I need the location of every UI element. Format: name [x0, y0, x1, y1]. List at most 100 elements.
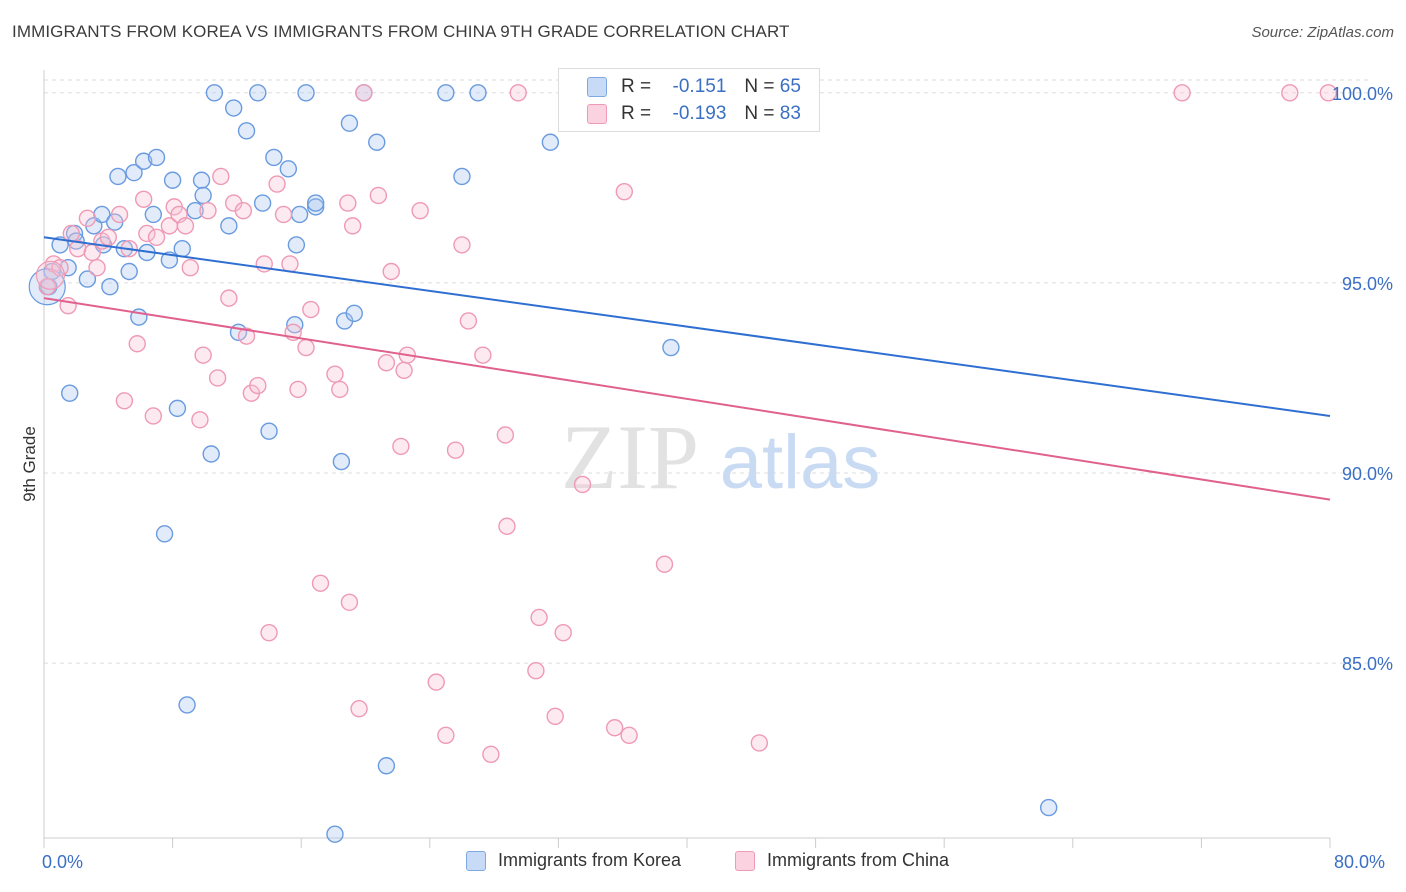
china-point: [128, 335, 146, 353]
china-point: [88, 259, 106, 277]
china-point: [199, 201, 217, 220]
china-point: [138, 224, 156, 243]
legend-china-label: Immigrants from China: [767, 850, 950, 870]
china-n-label: N =: [744, 103, 775, 124]
korea-trendline: [43, 236, 1331, 417]
china-point: [615, 182, 634, 201]
y-tick-label: 95.0%: [1342, 274, 1393, 294]
y-tick-label: 90.0%: [1342, 464, 1393, 484]
korea-point: [297, 84, 315, 102]
china-point: [453, 236, 471, 254]
x-axis-max-label: 80.0%: [1334, 852, 1386, 872]
china-point: [339, 194, 357, 212]
korea-point: [163, 171, 182, 189]
korea-point: [202, 445, 220, 463]
legend: Immigrants from Korea Immigrants from Ch…: [0, 850, 1406, 878]
korea-point: [173, 239, 191, 258]
korea-point: [260, 422, 278, 440]
y-axis-label: 9th Grade: [20, 426, 39, 502]
china-point: [297, 338, 315, 357]
china-point: [482, 745, 500, 764]
korea-n-value: 65: [779, 76, 801, 97]
y-tick-label: 85.0%: [1342, 654, 1393, 674]
watermark-zip: ZIP: [561, 406, 699, 508]
korea-point: [120, 262, 138, 281]
legend-item-korea[interactable]: Immigrants from Korea: [466, 850, 681, 871]
china-point: [281, 255, 299, 273]
china-point: [459, 312, 478, 330]
korea-point: [437, 84, 455, 102]
korea-point: [249, 84, 267, 102]
korea-point: [101, 278, 119, 296]
china-n-value: 83: [779, 103, 801, 124]
china-point: [260, 623, 278, 642]
china-point: [234, 201, 253, 220]
china-point: [191, 411, 209, 429]
korea-point: [205, 84, 224, 102]
china-point: [289, 380, 307, 399]
korea-point: [186, 201, 204, 220]
trendlines: [43, 236, 1331, 501]
china-trendline: [43, 297, 1331, 501]
china-point: [274, 205, 293, 224]
china-point: [474, 346, 492, 364]
china-point: [620, 726, 638, 745]
korea-point: [326, 825, 344, 843]
korea-point: [194, 186, 212, 205]
china-point: [326, 365, 344, 383]
korea-point: [279, 160, 298, 178]
china-point: [237, 327, 256, 345]
china-point: [249, 376, 267, 395]
china-point: [331, 380, 349, 399]
china-point: [144, 407, 163, 425]
korea-point: [155, 525, 174, 543]
china-point: [437, 726, 455, 745]
korea-point: [368, 133, 386, 151]
korea-point: [134, 152, 153, 170]
china-point: [194, 346, 212, 364]
korea-point: [306, 198, 325, 216]
china-point: [377, 354, 396, 372]
china-point: [1319, 84, 1338, 102]
china-point: [1281, 84, 1299, 102]
china-point: [110, 205, 129, 224]
china-point: [392, 437, 410, 456]
china-point: [446, 441, 465, 459]
china-point: [115, 392, 134, 410]
korea-point: [265, 148, 283, 167]
china-point: [62, 224, 81, 243]
korea-point: [332, 452, 351, 471]
x-axis-min-label: 0.0%: [42, 852, 84, 872]
legend-korea-swatch: [466, 850, 486, 871]
china-point: [220, 289, 238, 307]
korea-point: [469, 84, 487, 102]
korea-point: [306, 194, 325, 212]
china-point: [509, 84, 527, 102]
china-point: [355, 84, 373, 102]
legend-item-china[interactable]: Immigrants from China: [735, 850, 949, 871]
china-point: [750, 734, 769, 752]
korea-point: [377, 757, 396, 775]
korea-point: [224, 99, 243, 117]
korea-point: [662, 338, 680, 357]
legend-korea-label: Immigrants from Korea: [498, 850, 682, 870]
china-point: [527, 662, 545, 680]
china-point: [554, 623, 572, 642]
y-tick-labels: 85.0% 90.0% 95.0% 100.0%: [1332, 84, 1393, 674]
china-point: [147, 228, 166, 246]
china-point: [382, 262, 400, 281]
china-point: [311, 574, 330, 592]
china-point: [605, 719, 624, 737]
china-point: [208, 369, 227, 387]
korea-swatch: [587, 77, 607, 97]
korea-point: [253, 194, 272, 212]
china-swatch: [587, 104, 607, 124]
korea-point: [178, 696, 196, 714]
korea-n-label: N =: [744, 76, 775, 97]
korea-point: [192, 171, 211, 189]
china-point: [1173, 84, 1191, 102]
china-r-value: -0.193: [672, 103, 727, 124]
china-point: [655, 555, 674, 573]
china-point: [99, 228, 118, 246]
